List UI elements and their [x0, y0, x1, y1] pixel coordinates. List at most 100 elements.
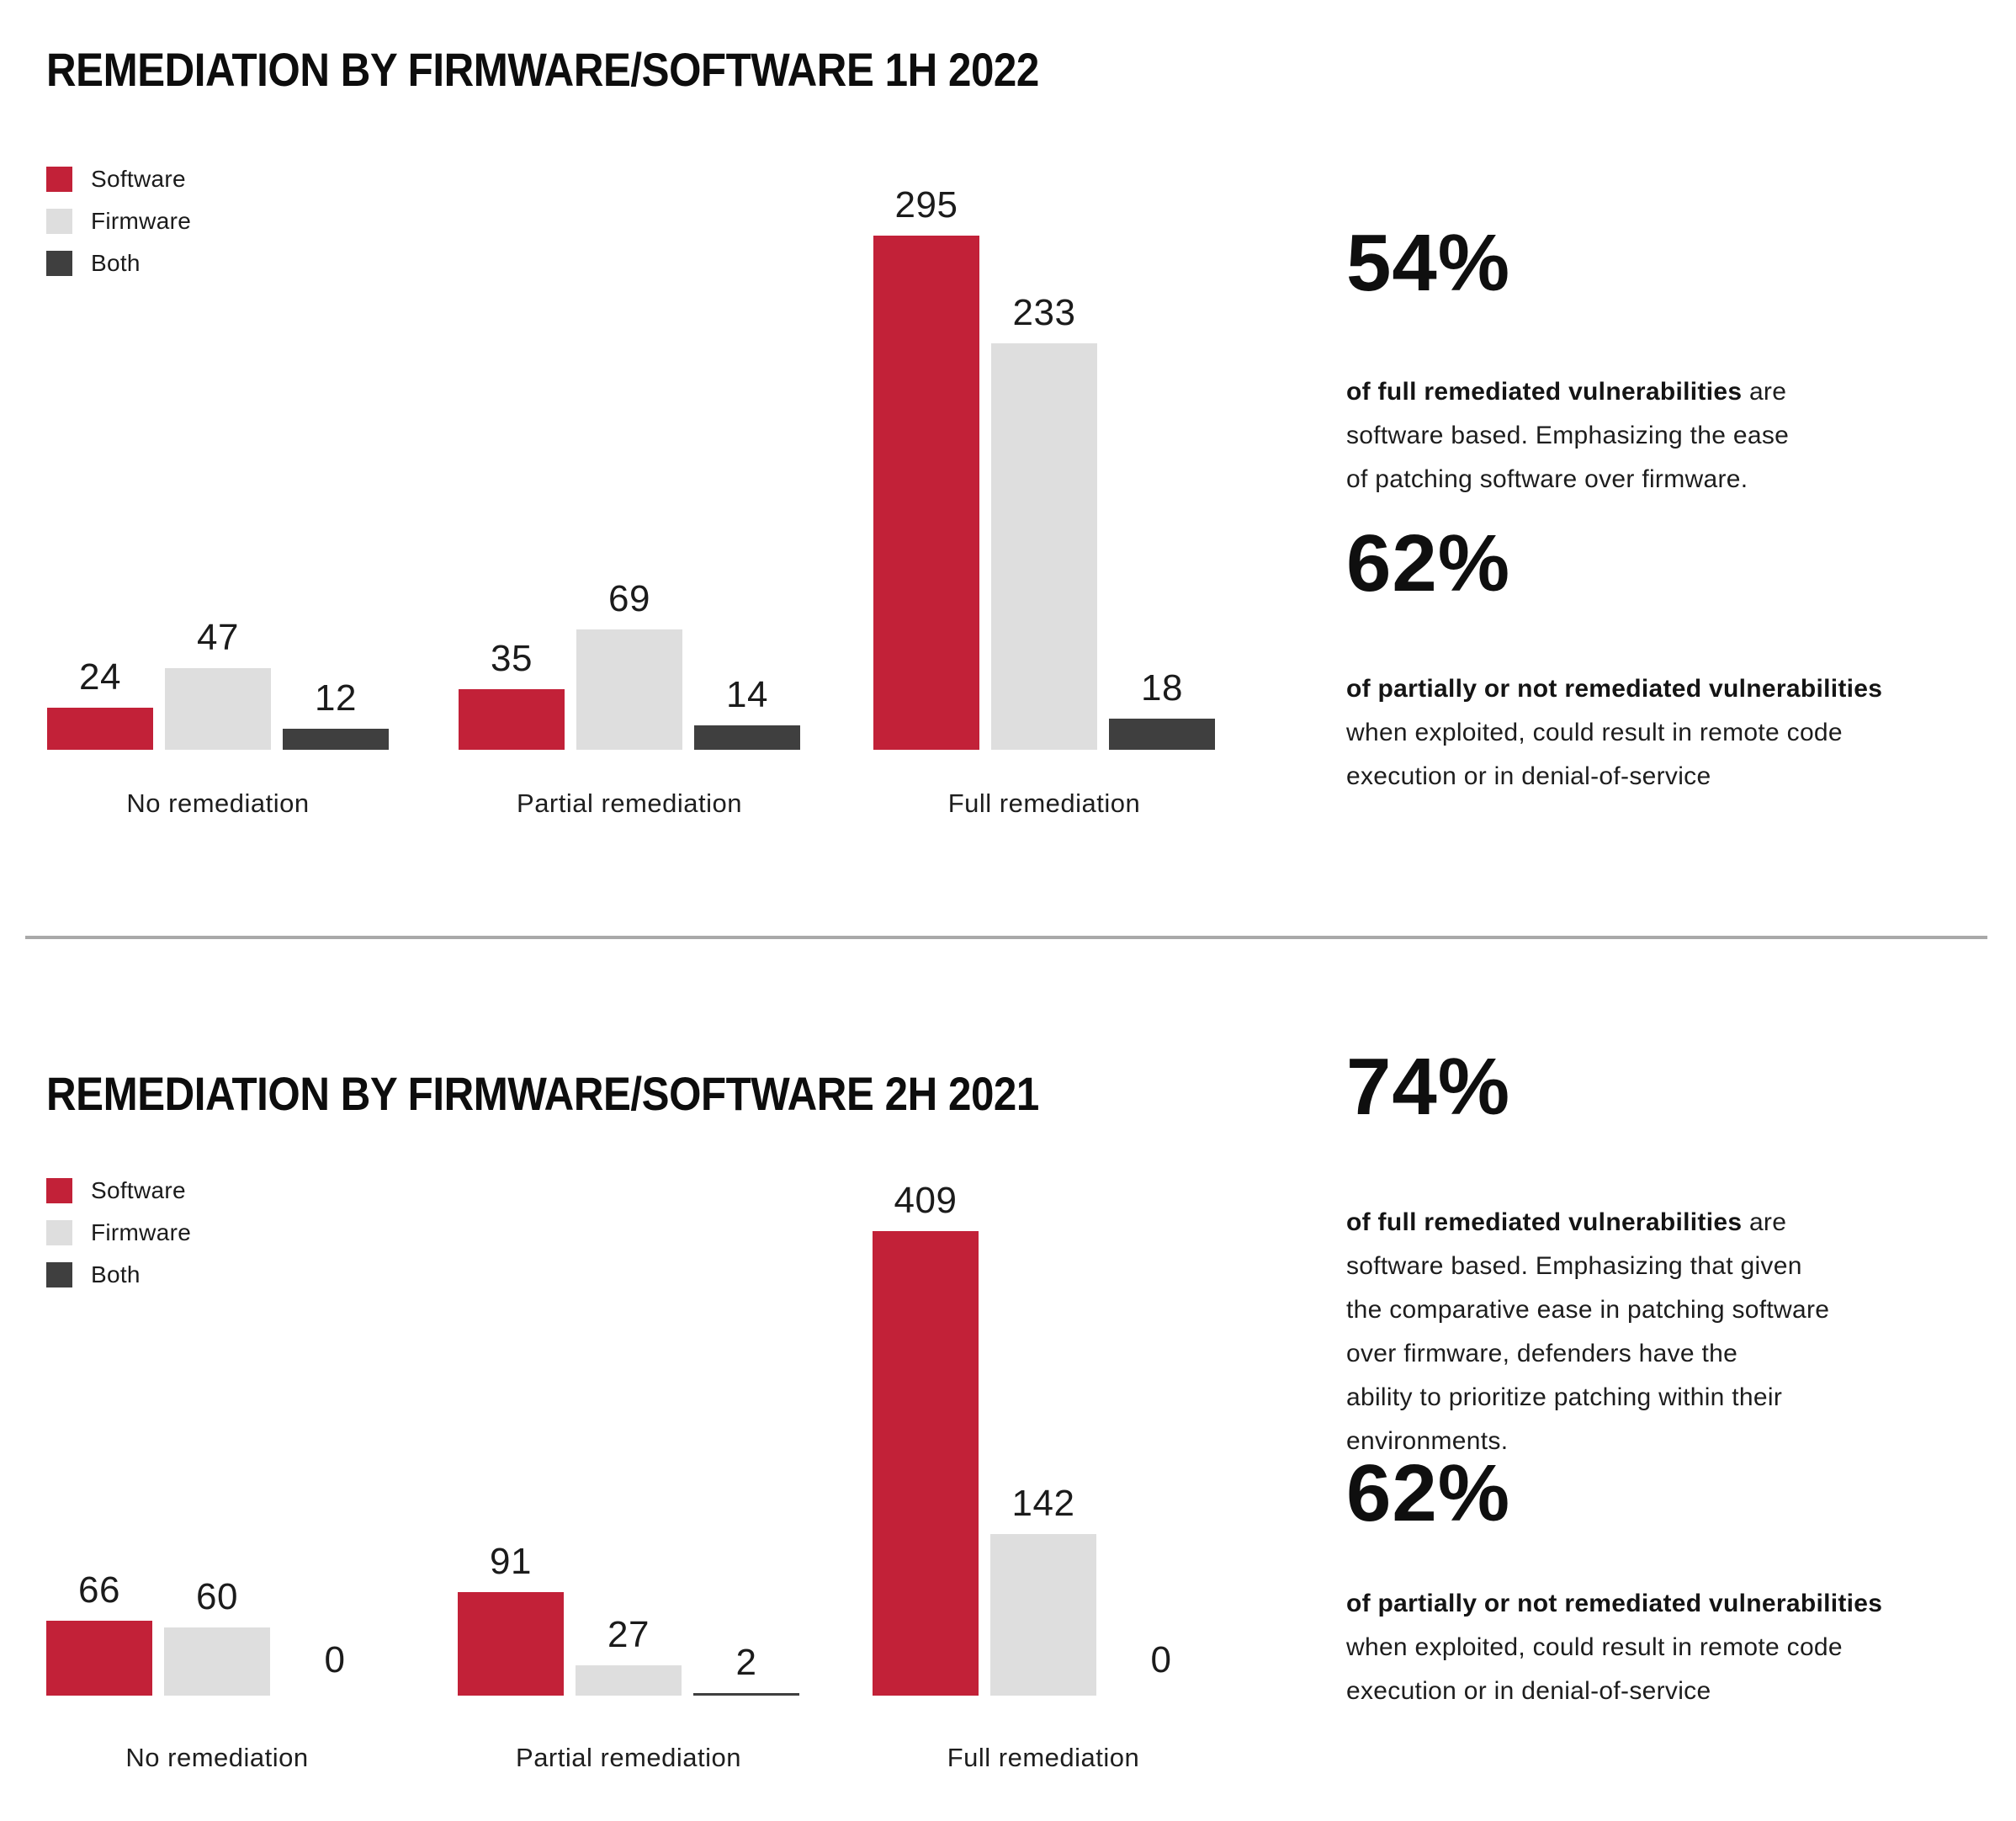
bar-value-label: 233: [1012, 292, 1076, 333]
bar-slot: 12: [283, 680, 389, 750]
bar-slot: 142: [990, 1485, 1096, 1696]
bar-firmware: [165, 668, 271, 750]
bar-slot: 60: [164, 1579, 270, 1696]
bar-chart-2h-2021: 66 60 0 No remediation 91 27 2 Partial remediat…: [46, 1178, 1216, 1801]
bar-slot: 14: [694, 677, 800, 750]
legend-label: Firmware: [91, 208, 192, 234]
bar-software: [873, 1231, 979, 1696]
bar-firmware: [990, 1534, 1096, 1696]
bar-value-label: 2: [735, 1642, 757, 1683]
bar-slot: 47: [165, 619, 271, 750]
bar-value-label: 27: [607, 1614, 650, 1655]
bar-value-label: 91: [490, 1541, 532, 1582]
bar-slot: 0: [1108, 1642, 1214, 1696]
category-label: Partial remediation: [516, 1743, 741, 1772]
stat-paragraph: of full remediated vulnerabilities are s…: [1346, 327, 2016, 502]
bar-slot: 27: [576, 1617, 682, 1696]
stat-rest: when exploited, could result in remote c…: [1346, 1633, 1843, 1705]
legend-item-firmware: Firmware: [46, 208, 192, 234]
software-swatch-icon: [46, 167, 72, 192]
stat-percent: 62%: [1346, 518, 1511, 608]
legend-item-software: Software: [46, 166, 191, 192]
stat-paragraph: of full remediated vulnerabilities are s…: [1346, 1157, 2016, 1463]
stat-percent: 74%: [1346, 1042, 1511, 1132]
legend-label: Both: [91, 250, 141, 276]
stat-rest: are software based. Emphasizing that giv…: [1346, 1208, 1830, 1455]
legend-label: Both: [91, 1261, 141, 1287]
bar-value-label: 12: [315, 677, 357, 719]
bar-software: [46, 1621, 152, 1696]
bar-slot: 233: [991, 295, 1097, 750]
bar-both: [283, 729, 389, 750]
both-swatch-icon: [46, 251, 72, 276]
bar-software: [47, 708, 153, 750]
stat-paragraph: of partially or not remediated vulnerabi…: [1346, 1538, 2016, 1713]
bar-slot: 91: [458, 1543, 564, 1696]
stat-lead: of full remediated vulnerabilities: [1346, 378, 1743, 406]
bar-firmware: [576, 629, 682, 750]
bar-software: [873, 236, 979, 750]
bar-value-label: 47: [197, 617, 239, 658]
section2-title: REMEDIATION BY FIRMWARE/SOFTWARE 2H 2021: [46, 1067, 1039, 1120]
category-label: Full remediation: [947, 788, 1141, 818]
stat-rest: are software based. Emphasizing the ease…: [1346, 378, 1790, 493]
bar-value-label: 66: [78, 1569, 120, 1611]
bar-value-label: 0: [324, 1639, 346, 1680]
bar-firmware: [991, 343, 1097, 750]
category-label: No remediation: [125, 1743, 309, 1772]
bar-slot: 0: [282, 1642, 388, 1696]
legend-label: Software: [91, 1177, 186, 1203]
bar-slot: 35: [459, 640, 565, 750]
bar-slot: 2: [693, 1644, 799, 1696]
legend-item-both: Both: [46, 250, 191, 276]
legend-label: Software: [91, 166, 186, 192]
bar-value-label: 60: [196, 1576, 238, 1617]
bar-group: 295 233 18 Full remediation: [873, 187, 1215, 819]
legend-item-software: Software: [46, 1177, 191, 1203]
bar-both: [1109, 719, 1215, 750]
bar-value-label: 0: [1150, 1639, 1172, 1680]
category-label: Full remediation: [947, 1743, 1140, 1772]
bar-group: 409 142 0 Full remediation: [873, 1178, 1214, 1773]
stat-paragraph: of partially or not remediated vulnerabi…: [1346, 624, 2016, 799]
both-swatch-icon: [46, 1262, 72, 1287]
bar-slot: 18: [1109, 670, 1215, 750]
bar-slot: 409: [873, 1182, 979, 1696]
legend-label: Firmware: [91, 1219, 192, 1245]
bar-value-label: 14: [726, 674, 768, 715]
stat-percent: 54%: [1346, 218, 1511, 308]
stat-rest: when exploited, could result in remote c…: [1346, 719, 1843, 790]
bar-slot: 69: [576, 581, 682, 750]
bar-firmware: [164, 1627, 270, 1696]
category-label: No remediation: [126, 788, 310, 818]
legend-item-firmware: Firmware: [46, 1219, 192, 1245]
bar-value-label: 409: [894, 1180, 958, 1221]
bar-value-label: 18: [1141, 667, 1183, 709]
bar-value-label: 295: [894, 184, 958, 226]
stat-percent: 62%: [1346, 1448, 1511, 1538]
bar-chart-1h-2022: 24 47 12 No remediation 35 69 14 Partial remedi…: [47, 187, 1217, 843]
bar-value-label: 35: [491, 638, 533, 679]
bar-value-label: 142: [1011, 1483, 1075, 1524]
bar-slot: 295: [873, 187, 979, 750]
firmware-swatch-icon: [46, 1220, 72, 1245]
bar-group: 91 27 2 Partial remediation: [458, 1178, 799, 1773]
bar-group: 35 69 14 Partial remediation: [459, 187, 800, 819]
stat-lead: of partially or not remediated vulnerabi…: [1346, 675, 1883, 703]
stat-lead: of partially or not remediated vulnerabi…: [1346, 1590, 1883, 1617]
bar-slot: 66: [46, 1572, 152, 1696]
bar-firmware: [576, 1665, 682, 1696]
bar-both: [694, 725, 800, 750]
section1-legend: Software Firmware Both: [46, 166, 192, 293]
bar-value-label: 24: [79, 656, 121, 698]
firmware-swatch-icon: [46, 209, 72, 234]
bar-group: 24 47 12 No remediation: [47, 187, 389, 819]
bar-software: [458, 1592, 564, 1696]
bar-slot: 24: [47, 659, 153, 750]
software-swatch-icon: [46, 1178, 72, 1203]
bar-software: [459, 689, 565, 750]
bar-value-label: 69: [608, 578, 650, 619]
section1-title: REMEDIATION BY FIRMWARE/SOFTWARE 1H 2022: [46, 43, 1039, 96]
bar-group: 66 60 0 No remediation: [46, 1178, 388, 1773]
